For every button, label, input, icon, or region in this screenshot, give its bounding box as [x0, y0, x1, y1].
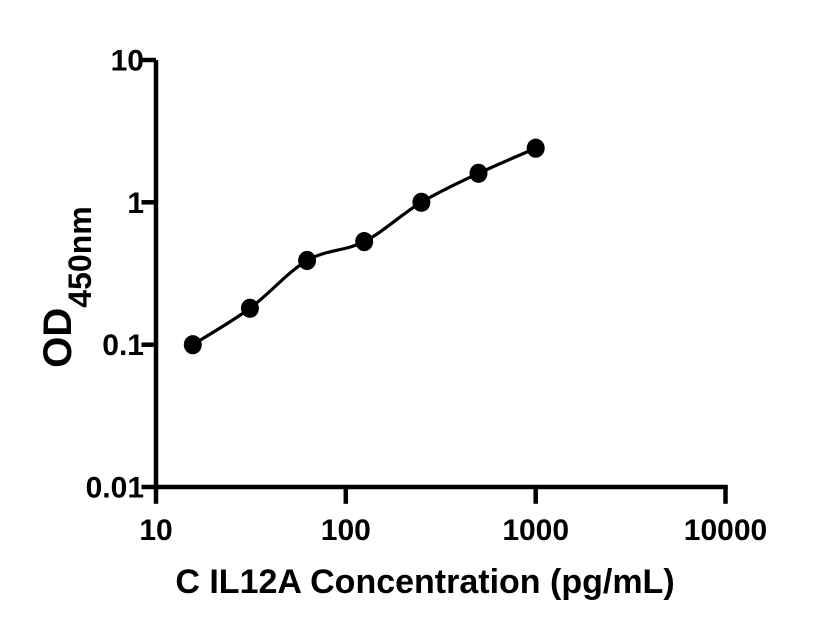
- y-axis-title: OD450nm: [36, 206, 98, 368]
- data-point: [526, 138, 545, 158]
- y-axis-title-subscript: 450nm: [62, 206, 98, 308]
- data-point: [298, 250, 317, 271]
- data-point: [183, 335, 202, 355]
- data-point: [412, 192, 431, 212]
- x-axis-title: C IL12A Concentration (pg/mL): [175, 563, 675, 601]
- data-point: [355, 232, 374, 252]
- y-axis-title-text: OD: [36, 307, 80, 368]
- x-tick-label: 10: [139, 514, 172, 547]
- x-tick-label: 10000: [684, 514, 767, 547]
- y-tick-label: 0.1: [102, 329, 144, 362]
- x-tick-label: 1000: [502, 514, 569, 547]
- data-point: [469, 163, 488, 183]
- data-point: [240, 298, 259, 318]
- y-tick-label: 0.01: [86, 472, 144, 505]
- y-tick-label: 10: [111, 45, 144, 78]
- y-tick-label: 1: [127, 187, 144, 220]
- x-tick-label: 100: [321, 514, 371, 547]
